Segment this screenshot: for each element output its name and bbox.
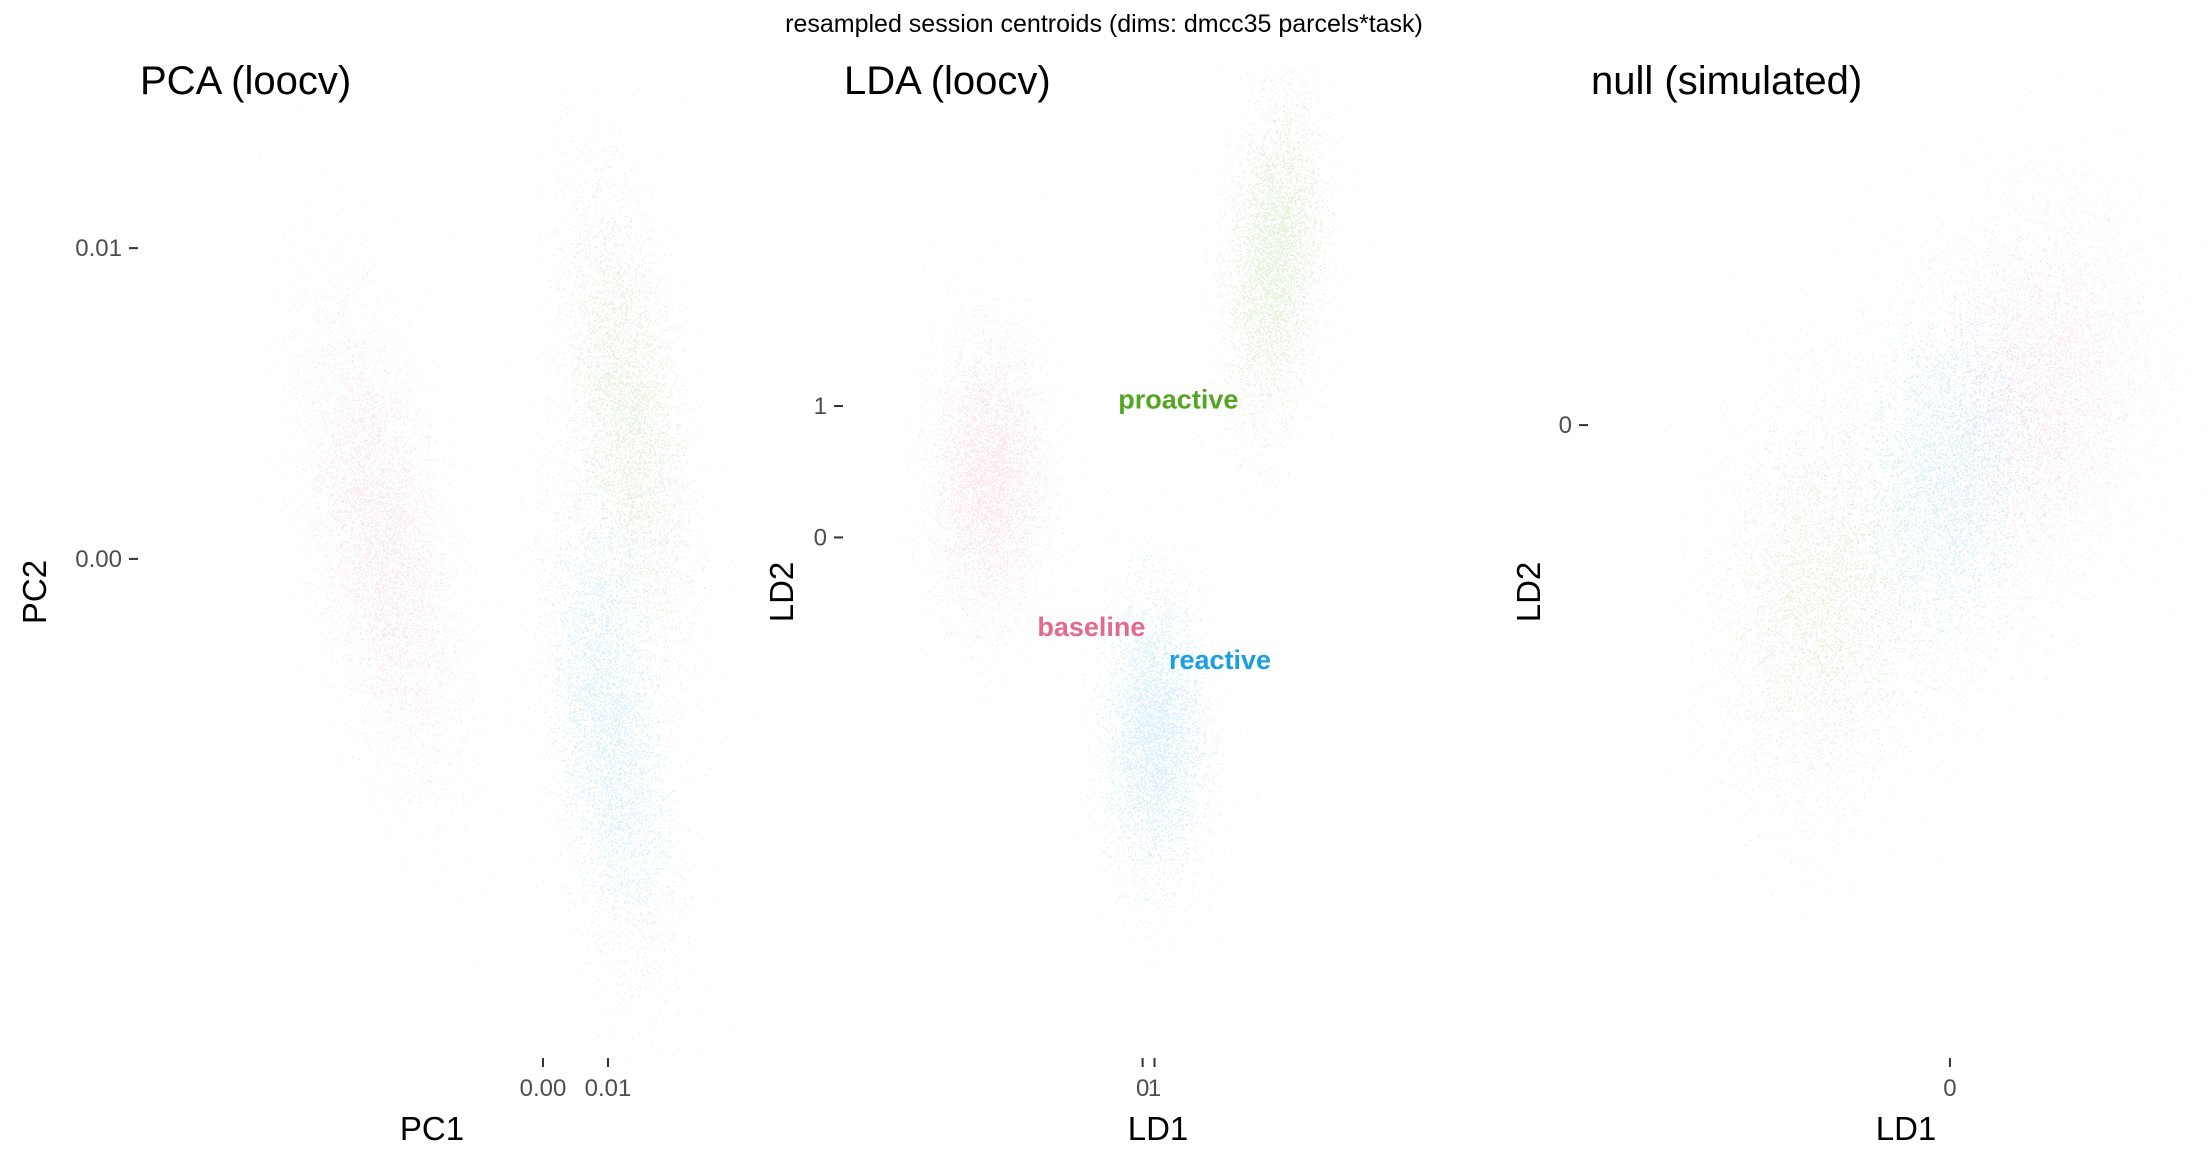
panel-lda: LDA (loocv) LD1 LD2 01 01 proactivebasel… bbox=[763, 59, 1372, 1147]
point-cloud-baseline bbox=[1873, 74, 2208, 678]
x-tick-label: 0 bbox=[1136, 1075, 1149, 1102]
panel-lda-xlabel: LD1 bbox=[1128, 1110, 1189, 1147]
panel-lda-title: LDA (loocv) bbox=[844, 59, 1051, 103]
y-tick-label: 0 bbox=[1559, 412, 1572, 439]
panel-null: null (simulated) LD1 LD2 0 0 bbox=[1510, 59, 2208, 1147]
point-cloud-baseline bbox=[259, 93, 535, 963]
x-tick-label: 0.01 bbox=[585, 1075, 632, 1102]
point-cloud-reactive bbox=[509, 286, 735, 1058]
group-label-reactive: reactive bbox=[1169, 645, 1271, 675]
panel-lda-group-labels: proactive baseline reactive bbox=[1037, 385, 1271, 675]
point-cloud-reactive bbox=[1074, 441, 1258, 967]
figure-suptitle: resampled session centroids (dims: dmcc3… bbox=[785, 10, 1423, 38]
panel-lda-points bbox=[895, 70, 1372, 967]
panel-null-ylabel: LD2 bbox=[1510, 562, 1547, 623]
panel-null-points bbox=[1664, 74, 2208, 921]
point-cloud-baseline bbox=[895, 196, 1107, 702]
point-cloud-reactive bbox=[1807, 90, 2132, 770]
point-cloud-proactive bbox=[1664, 173, 2018, 921]
panel-pca-xticks: 0.00 0.01 bbox=[520, 1058, 632, 1102]
x-tick-label: 0 bbox=[1943, 1075, 1956, 1102]
group-label-baseline: baseline bbox=[1037, 612, 1145, 642]
y-tick-label: 0.00 bbox=[75, 546, 122, 573]
panel-pca-points bbox=[259, 77, 755, 1058]
group-label-proactive: proactive bbox=[1118, 385, 1238, 415]
panel-lda-yticks: 01 bbox=[814, 393, 843, 551]
panel-pca-xlabel: PC1 bbox=[400, 1110, 464, 1147]
panel-pca: PCA (loocv) PC1 PC2 0.00 0.01 0.00 0.01 bbox=[16, 59, 755, 1147]
y-tick-label: 0 bbox=[814, 524, 827, 551]
panel-null-yticks: 0 bbox=[1559, 412, 1588, 439]
x-tick-label: 0.00 bbox=[520, 1075, 567, 1102]
panel-lda-xticks: 01 bbox=[1136, 1058, 1161, 1102]
x-tick-label: 1 bbox=[1148, 1075, 1161, 1102]
panel-null-title: null (simulated) bbox=[1591, 59, 1862, 103]
point-cloud-proactive bbox=[1197, 70, 1372, 515]
panel-null-xticks: 0 bbox=[1943, 1058, 1957, 1102]
panel-pca-yticks: 0.00 0.01 bbox=[75, 235, 138, 573]
y-tick-label: 1 bbox=[814, 393, 827, 420]
panel-lda-ylabel: LD2 bbox=[763, 562, 800, 623]
panel-null-xlabel: LD1 bbox=[1876, 1110, 1937, 1147]
panel-pca-ylabel: PC2 bbox=[16, 560, 53, 624]
y-tick-label: 0.01 bbox=[75, 235, 122, 262]
panel-pca-title: PCA (loocv) bbox=[140, 59, 351, 103]
